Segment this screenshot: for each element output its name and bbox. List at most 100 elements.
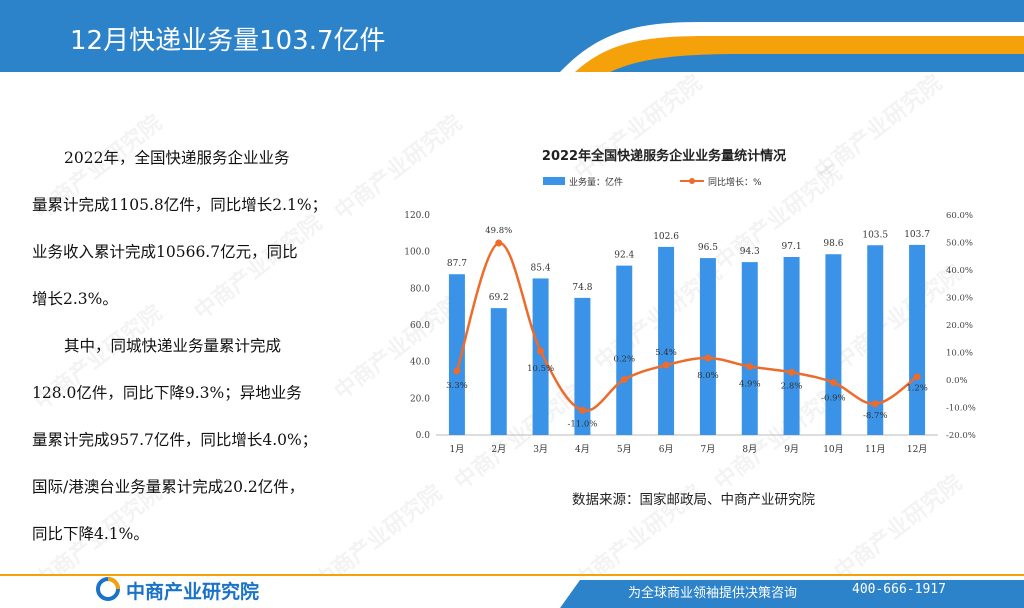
summary-paragraph-1: 2022年，全国快递服务企业业务 量累计完成1105.8亿件，同比增长2.1%；… xyxy=(32,135,362,323)
line-point xyxy=(620,375,628,383)
x-tick-label: 7月 xyxy=(701,444,716,455)
line-point xyxy=(537,347,545,355)
bar xyxy=(825,254,842,435)
x-tick-label: 3月 xyxy=(533,444,548,455)
y-right-tick-label: 10.0% xyxy=(946,349,973,359)
line-point xyxy=(578,406,586,414)
bar-value-label: 98.6 xyxy=(823,239,843,249)
y-right-tick-label: 20.0% xyxy=(946,321,973,331)
summary-line: 128.0亿件，同比下降9.3%；异地业务 xyxy=(32,384,302,402)
data-source: 数据来源：国家邮政局、中商产业研究院 xyxy=(572,492,815,508)
summary-line: 量累计完成1105.8亿件，同比增长2.1%； xyxy=(32,196,328,214)
bar xyxy=(741,262,758,435)
growth-line xyxy=(455,241,918,412)
summary-paragraph-2: 其中，同城快递业务量累计完成 128.0亿件，同比下降9.3%；异地业务 量累计… xyxy=(32,323,362,558)
bar-value-label: 94.3 xyxy=(740,247,760,257)
y-right-tick-label: -10.0% xyxy=(946,404,976,414)
chart-title: 2022年全国快递服务企业业务量统计情况 xyxy=(541,149,787,164)
legend-marker xyxy=(689,178,695,184)
legend-label: 业务量：亿件 xyxy=(569,176,623,188)
page-title: 12月快递业务量103.7亿件 xyxy=(70,26,386,56)
bar xyxy=(867,245,884,435)
line-point xyxy=(746,363,754,371)
x-tick-label: 10月 xyxy=(823,444,843,455)
line-value-label: 5.4% xyxy=(655,348,677,358)
bar-value-label: 69.2 xyxy=(489,293,509,303)
line-value-label: 8.0% xyxy=(697,371,719,381)
x-tick-label: 12月 xyxy=(907,444,927,455)
x-tick-label: 11月 xyxy=(865,444,885,455)
line-value-label: 10.5% xyxy=(527,364,554,374)
x-tick-label: 5月 xyxy=(617,444,632,455)
line-value-label: 2.8% xyxy=(781,381,803,391)
line-value-label: 1.2% xyxy=(906,384,928,394)
y-right-tick-label: 0.0% xyxy=(946,376,968,386)
line-value-label: 4.9% xyxy=(739,380,761,390)
summary-line: 增长2.3%。 xyxy=(32,290,118,308)
summary-line: 国际/港澳台业务量累计完成20.2亿件， xyxy=(32,478,305,496)
bar-value-label: 96.5 xyxy=(698,243,718,253)
y-right-tick-label: 40.0% xyxy=(946,266,973,276)
y-left-tick-label: 120.0 xyxy=(404,211,430,221)
y-left-tick-label: 20.0 xyxy=(410,394,430,404)
bar-value-label: 103.7 xyxy=(904,230,930,240)
y-right-tick-label: 30.0% xyxy=(946,294,973,304)
legend-label: 同比增长：% xyxy=(708,176,762,188)
summary-line: 量累计完成957.7亿件，同比增长4.0%； xyxy=(32,431,318,449)
x-tick-label: 8月 xyxy=(742,444,757,455)
line-point xyxy=(704,354,712,362)
footer-band xyxy=(0,574,1024,608)
y-left-tick-label: 40.0 xyxy=(410,358,430,368)
line-value-label: -11.0% xyxy=(567,419,597,429)
y-right-tick-label: -20.0% xyxy=(946,431,976,441)
bar-value-label: 97.1 xyxy=(782,242,802,252)
y-right-tick-label: 50.0% xyxy=(946,239,973,249)
x-tick-label: 6月 xyxy=(659,444,674,455)
company-logo-icon xyxy=(96,577,120,601)
y-right-tick-label: 60.0% xyxy=(946,211,973,221)
line-point xyxy=(453,367,461,375)
line-point xyxy=(913,373,921,381)
footer-logo-text: 中商产业研究院 xyxy=(126,581,260,603)
bar-value-label: 87.7 xyxy=(447,259,467,269)
footer-slogan: 为全球商业领袖提供决策咨询 xyxy=(628,586,798,601)
summary-line: 同比下降4.1%。 xyxy=(32,525,149,543)
bar xyxy=(490,308,507,435)
header-banner xyxy=(0,0,1024,72)
x-tick-label: 9月 xyxy=(784,444,799,455)
bar xyxy=(783,256,800,435)
line-value-label: 0.2% xyxy=(613,354,635,364)
line-value-label: -8.7% xyxy=(863,411,887,421)
legend-swatch-bar xyxy=(543,177,565,185)
y-left-tick-label: 0.0 xyxy=(416,431,431,441)
bar xyxy=(532,278,549,435)
x-tick-label: 4月 xyxy=(575,444,590,455)
bar-value-label: 102.6 xyxy=(653,232,679,242)
bar xyxy=(574,297,591,435)
bar xyxy=(448,274,465,435)
line-point xyxy=(871,400,879,408)
bar-value-label: 74.8 xyxy=(572,283,592,293)
summary-line: 2022年，全国快递服务企业业务 xyxy=(64,149,290,167)
summary-line: 业务收入累计完成10566.7亿元，同比 xyxy=(32,243,298,261)
bar xyxy=(699,258,716,435)
line-point xyxy=(495,239,503,247)
summary-text: 2022年，全国快递服务企业业务 量累计完成1105.8亿件，同比增长2.1%；… xyxy=(32,135,362,558)
bar-value-label: 103.5 xyxy=(862,230,888,240)
bar xyxy=(909,244,926,435)
bar xyxy=(616,265,633,435)
line-point xyxy=(662,361,670,369)
line-point xyxy=(829,378,837,386)
line-value-label: -0.9% xyxy=(821,393,845,403)
summary-line: 其中，同城快递业务量累计完成 xyxy=(64,337,282,355)
footer-phone: 400-666-1917 xyxy=(852,582,946,597)
x-tick-label: 1月 xyxy=(450,444,465,455)
y-left-tick-label: 80.0 xyxy=(410,284,430,294)
x-tick-label: 2月 xyxy=(491,444,506,455)
y-left-tick-label: 60.0 xyxy=(410,321,430,331)
bar xyxy=(658,246,675,435)
bar-value-label: 92.4 xyxy=(614,251,634,261)
line-point xyxy=(788,368,796,376)
line-value-label: 3.3% xyxy=(446,381,468,391)
